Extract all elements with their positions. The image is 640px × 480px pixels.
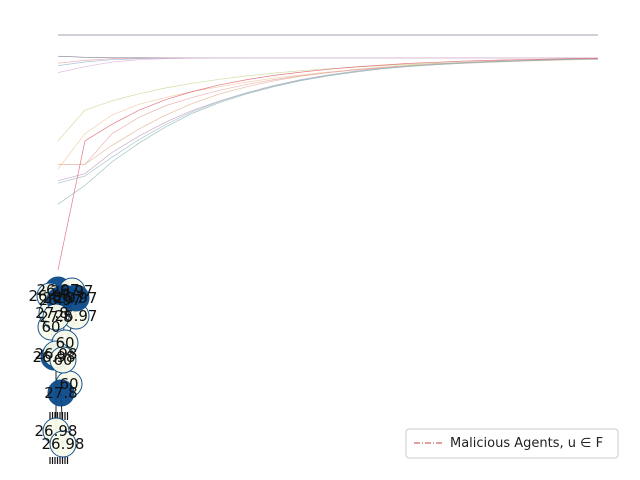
network-node-label-1: 26.97 bbox=[37, 281, 80, 299]
network-node-label-16: 27.8 bbox=[44, 384, 77, 402]
network-graph: 26.9726.9726.9826.9727.826.9726.976027.8… bbox=[29, 276, 98, 464]
network-node-10 bbox=[62, 284, 90, 312]
network-node-9 bbox=[42, 303, 70, 331]
legend: Malicious Agents, u ∈ F bbox=[405, 428, 619, 459]
network-node-label-17: 26.98 bbox=[35, 422, 78, 440]
network-node-label-5: 27.8 bbox=[35, 304, 68, 322]
network-node-15 bbox=[49, 346, 77, 374]
network-node-label-8: 60 bbox=[41, 318, 60, 336]
network-node-16 bbox=[47, 379, 75, 407]
network-node-label-9: 27.8 bbox=[39, 308, 72, 326]
legend-label-malicious: Malicious Agents, u ∈ F bbox=[450, 436, 603, 451]
series-line-11 bbox=[58, 58, 599, 165]
series-line-8 bbox=[57, 58, 599, 142]
network-node-18 bbox=[49, 430, 77, 458]
network-node-label-4: 26.97 bbox=[43, 289, 86, 307]
network-node-label-14: 26.98 bbox=[35, 345, 78, 363]
network-node-label-7: 26.97 bbox=[39, 291, 82, 309]
network-node-label-11: 60 bbox=[55, 334, 74, 352]
series-line-12 bbox=[57, 58, 599, 182]
series-line-7 bbox=[57, 57, 598, 73]
network-node-label-3: 26.98 bbox=[29, 287, 72, 305]
network-node-label-10: 26.97 bbox=[55, 289, 98, 307]
legend-frame bbox=[405, 428, 619, 459]
series-line-6 bbox=[57, 57, 598, 66]
series-line-14 bbox=[57, 58, 599, 205]
network-node-label-18: 26.98 bbox=[42, 435, 85, 453]
series-line-15 bbox=[57, 58, 599, 271]
network-node-label-2: 26.97 bbox=[51, 282, 94, 300]
network-node-label-12: 60 bbox=[59, 375, 78, 393]
series-lines bbox=[57, 34, 599, 271]
series-line-13 bbox=[57, 58, 599, 184]
network-node-label-6: 26.97 bbox=[55, 307, 98, 325]
network-node-label-15: 60 bbox=[53, 351, 72, 369]
network-ticks bbox=[49, 412, 69, 464]
network-node-label-13: 26.98 bbox=[33, 348, 76, 366]
